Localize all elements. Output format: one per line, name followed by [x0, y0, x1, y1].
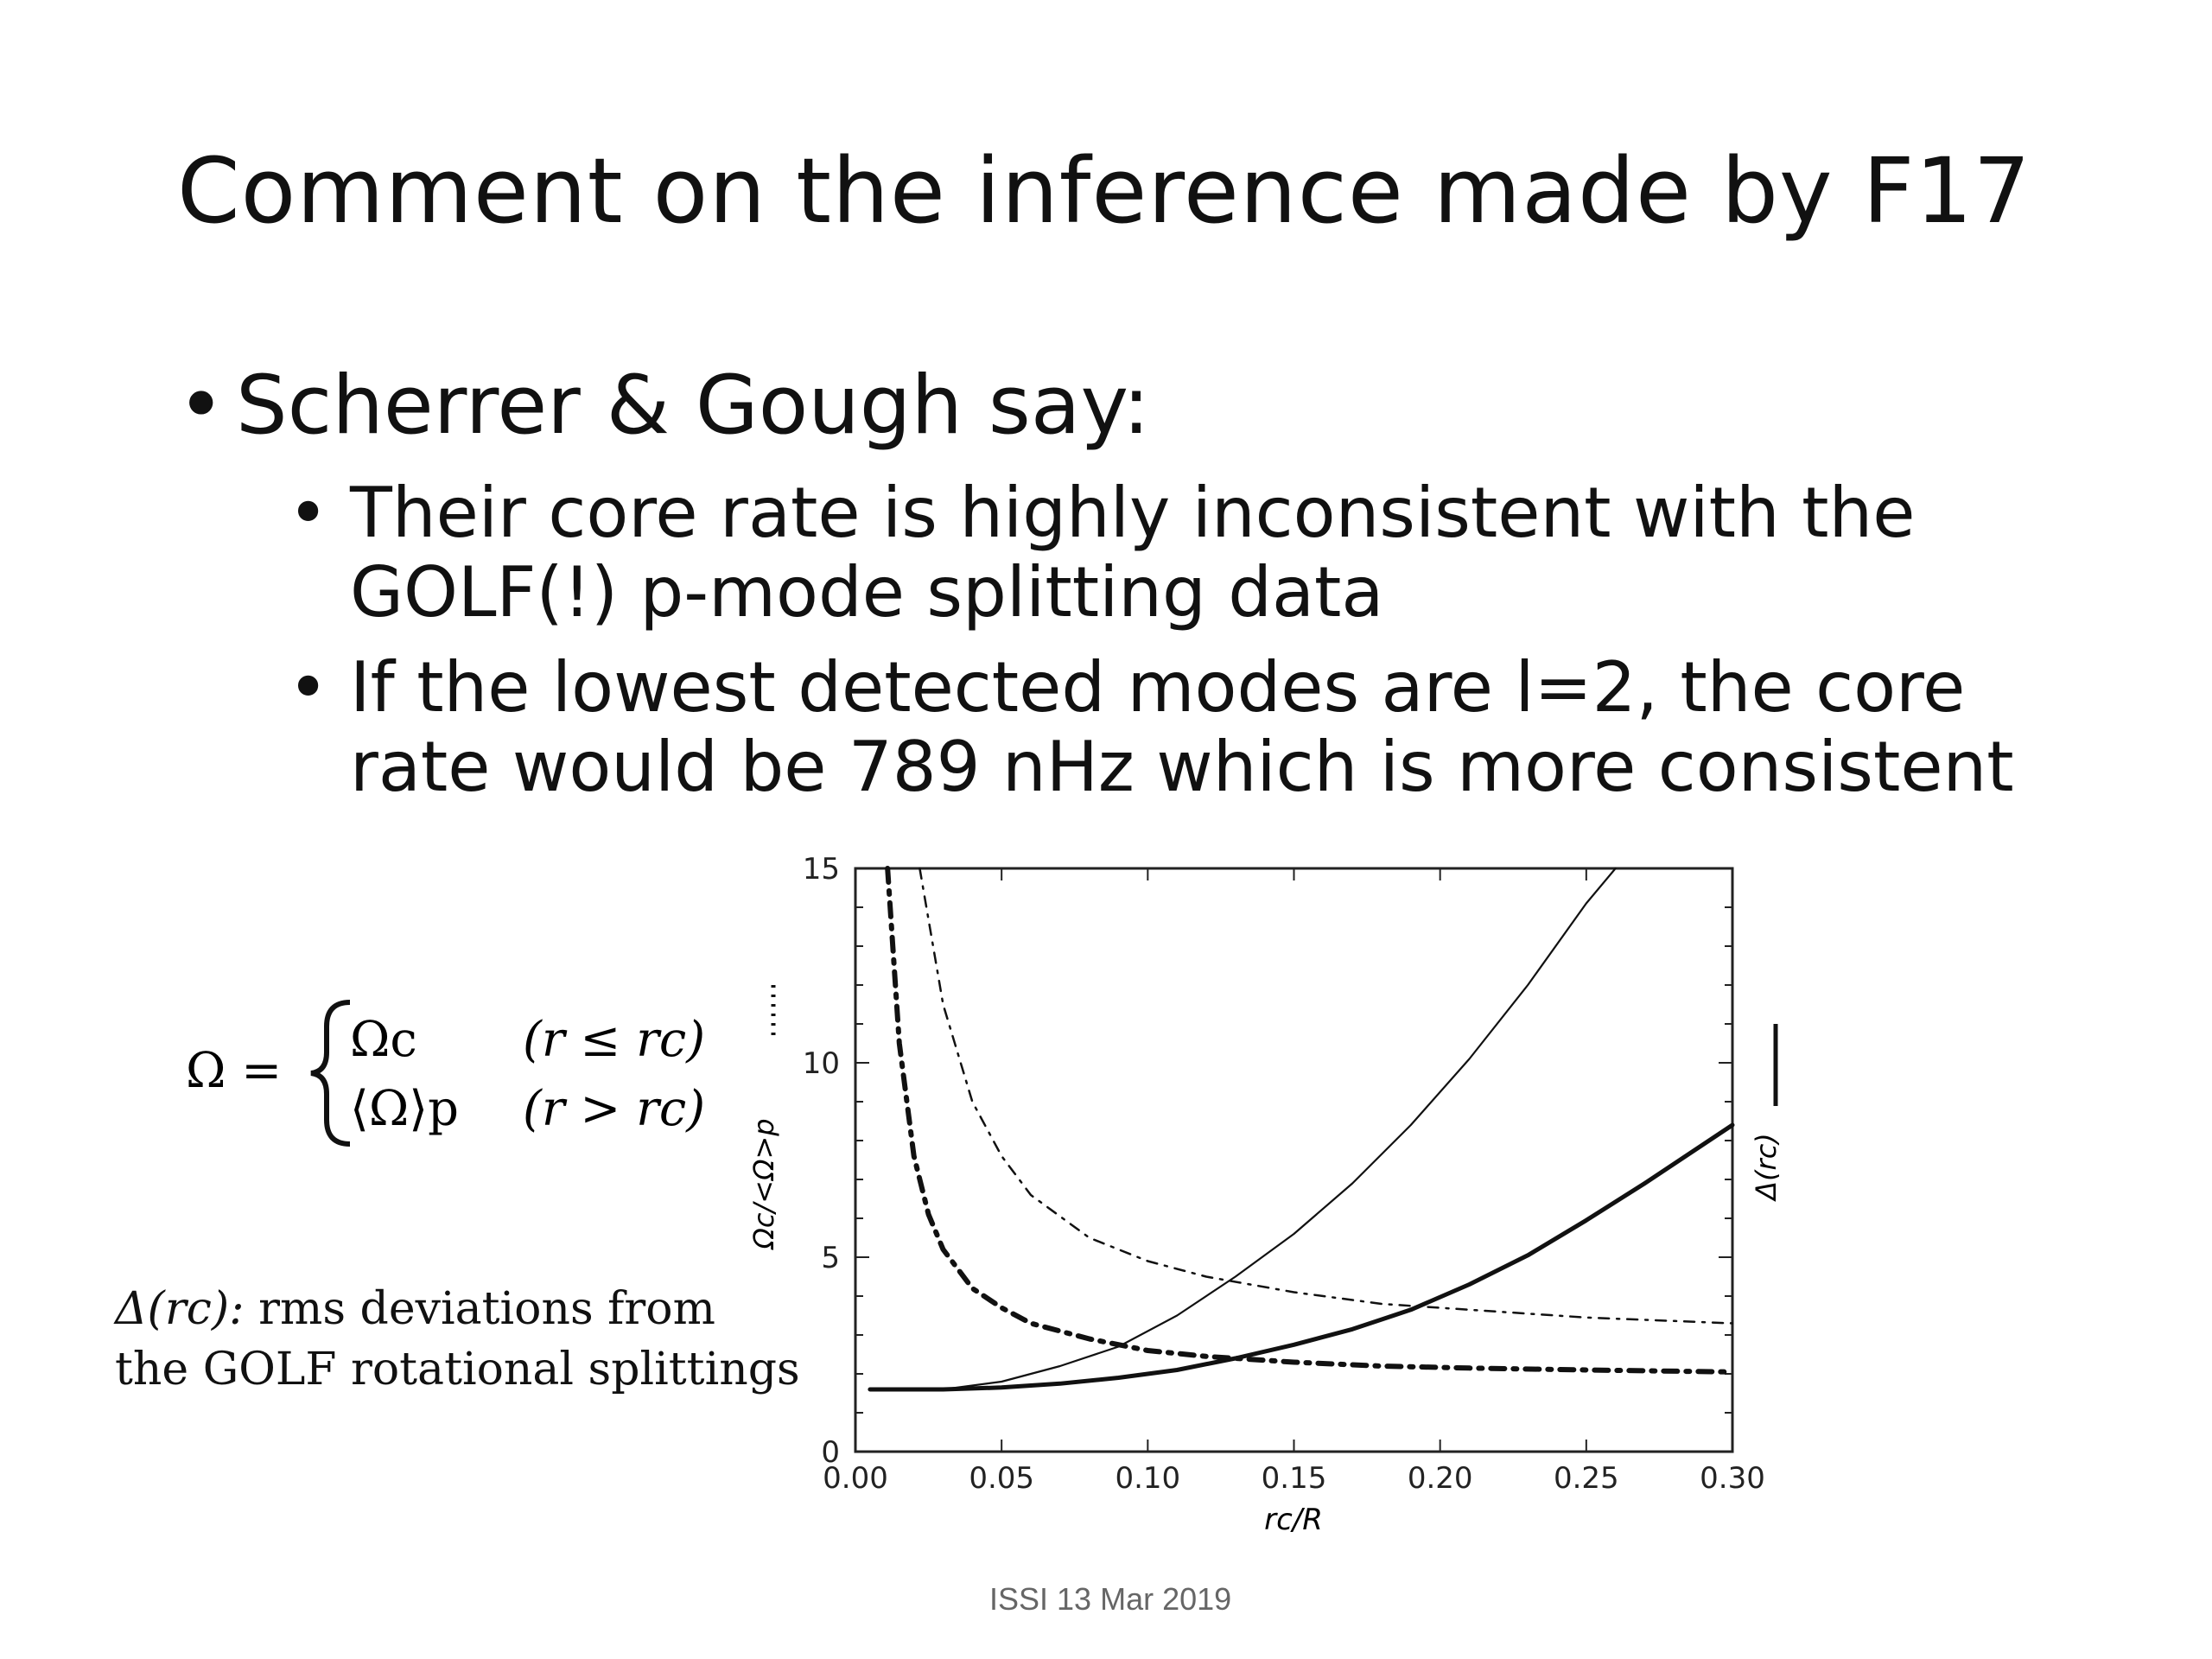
- equation-lhs: Ω =: [186, 1043, 282, 1099]
- delta-note-line2: the GOLF rotational splittings: [115, 1344, 800, 1395]
- x-tick-label: 0.15: [1262, 1461, 1327, 1496]
- brace-icon: [310, 1000, 351, 1147]
- x-tick-label: 0.00: [823, 1461, 888, 1496]
- delta-note: Δ(rc): rms deviations from the GOLF rota…: [115, 1279, 800, 1400]
- slide-title: Comment on the inference made by F17: [177, 138, 2031, 244]
- sub-bullet-1-line2: GOLF(!) p-mode splitting data: [350, 552, 1384, 632]
- bullet-list: Scherrer & Gough say: • Their core rate …: [177, 354, 2078, 807]
- equation-row2-condition: (r > rc): [523, 1081, 705, 1137]
- x-tick-label: 0.25: [1554, 1461, 1619, 1496]
- sub-bullet-1-line1: Their core rate is highly inconsistent w…: [350, 473, 1916, 553]
- footer-text: ISSI 13 Mar 2019: [989, 1581, 1232, 1617]
- tick-group: 0.00 0.05 0.10 0.15 0.20 0.25 0.30 0 5 10 15: [803, 852, 1765, 1496]
- x-tick-label: 0.20: [1408, 1461, 1473, 1496]
- sub-bullet-2: • If the lowest detected modes are l=2, …: [177, 648, 2078, 807]
- splitting-plot: 0.00 0.05 0.10 0.15 0.20 0.25 0.30 0 5 10 15 rc/R …: [734, 838, 1815, 1555]
- x-tick-label: 0.10: [1115, 1461, 1180, 1496]
- y-tick-label: 5: [821, 1241, 840, 1275]
- x-axis-label: rc/R: [1264, 1503, 1323, 1537]
- equation-row2-value: ⟨Ω⟩p: [350, 1081, 459, 1137]
- series-line-2: [868, 1122, 1735, 1392]
- y-tick-label: 0: [821, 1435, 840, 1470]
- bullet-dot-icon: •: [288, 647, 329, 728]
- series-line-4: [918, 867, 1734, 1325]
- delta-note-line1-rest: rms deviations from: [258, 1283, 715, 1335]
- y-axis-label-left: Ωc/<Ω>p: [747, 1118, 780, 1250]
- bullet-dot-icon: •: [288, 473, 329, 553]
- sub-bullet-1: • Their core rate is highly inconsistent…: [177, 474, 2078, 632]
- bullet-main: Scherrer & Gough say:: [177, 354, 2078, 458]
- delta-note-line1: Δ(rc): rms deviations from: [115, 1279, 800, 1339]
- y-tick-label: 15: [803, 852, 840, 887]
- equation-row1-condition: (r ≤ rc): [523, 1012, 705, 1068]
- delta-symbol: Δ(rc):: [115, 1283, 245, 1335]
- y-axis-label-right: Δ(rc): [1750, 1133, 1783, 1203]
- x-tick-label: 0.30: [1700, 1461, 1765, 1496]
- series-group: [868, 866, 1735, 1392]
- series-line-3: [885, 866, 1735, 1375]
- x-tick-label: 0.05: [969, 1461, 1034, 1496]
- sub-bullet-2-line1: If the lowest detected modes are l=2, th…: [350, 647, 1966, 728]
- series-line-1: [868, 867, 1617, 1391]
- rotation-equation: Ω = Ωc (r ≤ rc) ⟨Ω⟩p (r > rc): [173, 985, 760, 1158]
- sub-bullet-2-line2: rate would be 789 nHz which is more cons…: [350, 727, 2014, 807]
- y-tick-label: 10: [803, 1046, 840, 1081]
- equation-row1-value: Ωc: [350, 1012, 417, 1068]
